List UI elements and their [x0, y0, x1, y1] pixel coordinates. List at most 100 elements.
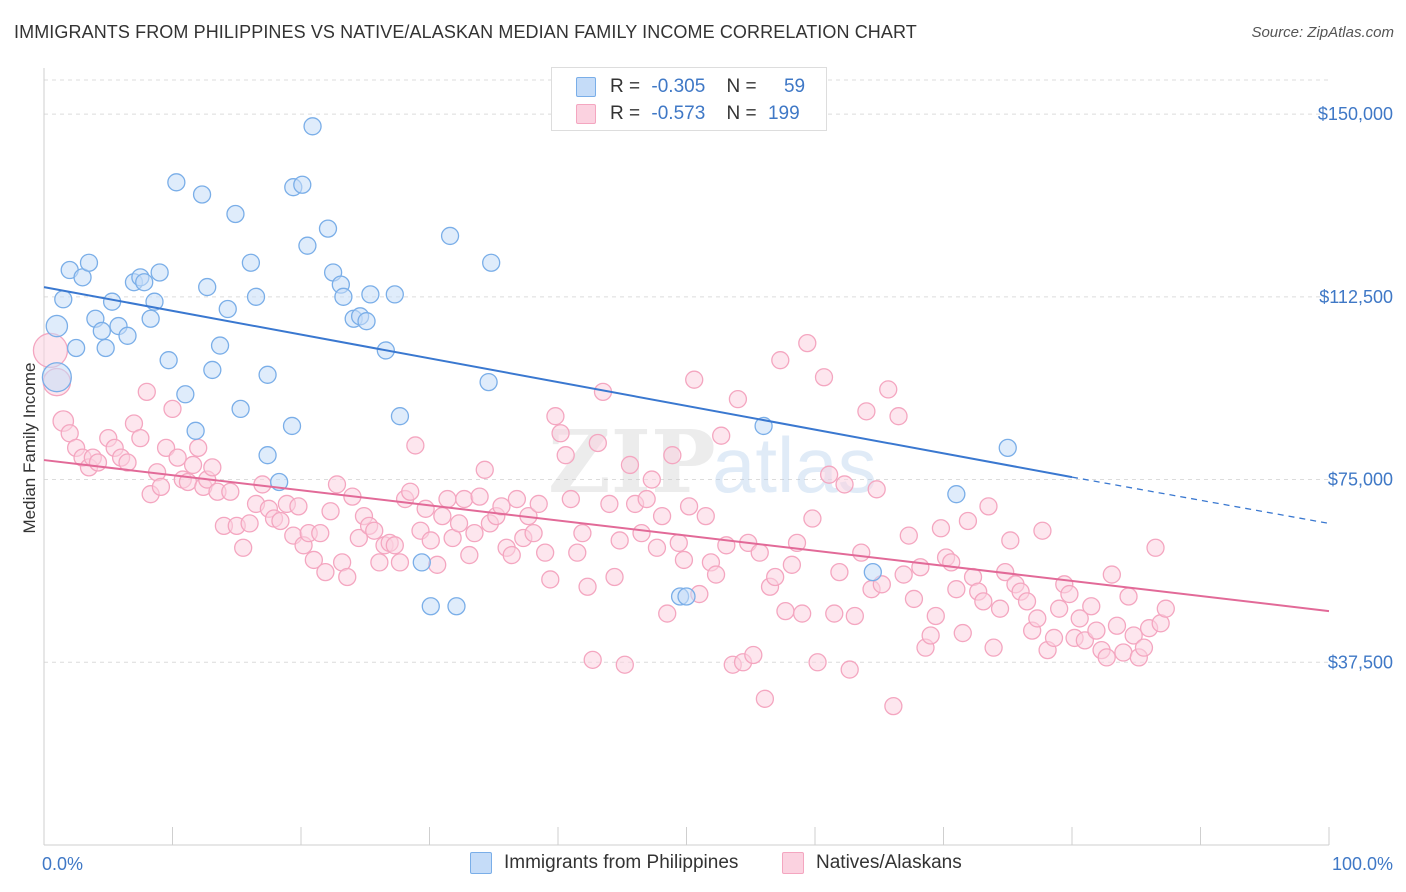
point-natives: [327, 475, 347, 494]
point-natives: [1119, 587, 1138, 606]
legend-r-label: R =: [610, 103, 641, 124]
point-natives: [1114, 643, 1133, 662]
point-natives: [1087, 621, 1106, 640]
point-natives: [984, 638, 1003, 657]
point-natives: [894, 565, 913, 584]
point-natives: [168, 448, 187, 467]
point-philippines: [334, 287, 353, 306]
point-natives: [867, 480, 886, 499]
point-natives: [776, 601, 795, 621]
point-philippines: [210, 336, 230, 355]
point-philippines: [390, 407, 410, 426]
point-natives: [974, 592, 993, 611]
x-tick-label-min: 0.0%: [42, 854, 83, 874]
point-natives: [872, 575, 891, 594]
point-natives: [1156, 599, 1175, 618]
point-philippines: [135, 273, 154, 292]
point-natives: [1017, 592, 1037, 611]
point-natives: [349, 528, 368, 548]
point-natives: [771, 351, 790, 370]
point-natives: [271, 511, 290, 531]
point-natives: [438, 489, 457, 509]
point-philippines: [45, 314, 69, 338]
point-natives: [311, 524, 330, 543]
point-natives: [556, 446, 575, 465]
point-philippines: [186, 421, 205, 440]
y-tick-label: $150,000: [1318, 104, 1393, 124]
y-tick-label: $75,000: [1328, 470, 1393, 490]
point-natives: [321, 502, 340, 521]
point-philippines: [231, 399, 250, 419]
legend-row-natives: R = -0.573 N = 199: [576, 103, 800, 127]
point-natives: [131, 428, 150, 448]
point-natives: [416, 499, 435, 518]
point-natives: [163, 399, 182, 419]
point-philippines: [167, 173, 186, 192]
tick-labels: $37,500 $75,000 $112,500 $150,000 0.0% 100.0%: [42, 104, 1393, 874]
point-natives: [879, 380, 898, 399]
y-tick-label: $112,500: [1319, 287, 1393, 307]
point-philippines: [218, 299, 237, 319]
point-natives: [502, 545, 521, 565]
point-natives: [674, 550, 694, 570]
gridlines: [44, 79, 1329, 663]
point-natives: [118, 453, 137, 472]
chart-source: Source: ZipAtlas.com: [1251, 24, 1394, 41]
point-natives: [406, 436, 425, 455]
point-natives: [573, 524, 592, 543]
point-natives: [401, 482, 420, 501]
point-natives: [685, 370, 704, 389]
point-natives: [88, 453, 108, 472]
point-philippines: [150, 263, 169, 282]
point-natives: [857, 402, 876, 421]
point-natives: [642, 470, 661, 489]
point-philippines: [412, 553, 431, 572]
point-natives: [1028, 609, 1047, 628]
bottom-legend-swatch-philippines: [470, 852, 492, 874]
chart-title: IMMIGRANTS FROM PHILIPPINES VS NATIVE/AL…: [14, 22, 917, 42]
legend-n-label: N =: [726, 103, 757, 124]
point-philippines: [998, 438, 1017, 458]
point-natives: [819, 465, 839, 484]
point-natives: [1134, 638, 1154, 657]
point-philippines: [447, 597, 466, 616]
point-philippines: [176, 385, 195, 404]
point-natives: [433, 506, 452, 526]
bottom-legend-label-natives: Natives/Alaskans: [816, 852, 962, 874]
point-natives: [798, 333, 817, 353]
trend-line-philippines: [43, 286, 1073, 479]
point-natives: [561, 489, 580, 509]
point-philippines: [66, 338, 86, 358]
point-natives: [568, 543, 587, 562]
point-natives: [221, 482, 240, 501]
point-philippines: [159, 351, 178, 370]
point-natives: [931, 519, 951, 538]
point-natives: [1050, 599, 1069, 618]
point-natives: [1070, 609, 1089, 628]
point-natives: [845, 606, 864, 626]
bottom-legend-swatch-natives: [782, 852, 804, 874]
point-natives: [728, 390, 748, 409]
point-philippines: [258, 446, 277, 465]
y-axis-label: Median Family Income: [20, 362, 39, 533]
point-philippines: [303, 117, 322, 136]
point-philippines: [118, 326, 137, 345]
point-natives: [647, 538, 667, 557]
point-natives: [492, 497, 511, 516]
point-natives: [615, 655, 634, 674]
point-natives: [1102, 565, 1121, 584]
point-natives: [884, 696, 903, 716]
point-natives: [835, 475, 854, 494]
point-natives: [610, 531, 629, 550]
bottom-legend-philippines: Immigrants from Philippines: [470, 852, 738, 874]
point-natives: [1124, 626, 1143, 645]
point-philippines: [54, 290, 73, 309]
watermark: ZIP atlas: [548, 412, 877, 513]
point-natives: [679, 497, 699, 516]
point-natives: [203, 458, 222, 477]
point-natives: [551, 424, 570, 443]
point-natives: [385, 536, 404, 555]
point-natives: [669, 533, 688, 553]
legend-swatch-philippines: [576, 76, 596, 97]
bottom-legend-natives: Natives/Alaskans: [782, 852, 962, 874]
